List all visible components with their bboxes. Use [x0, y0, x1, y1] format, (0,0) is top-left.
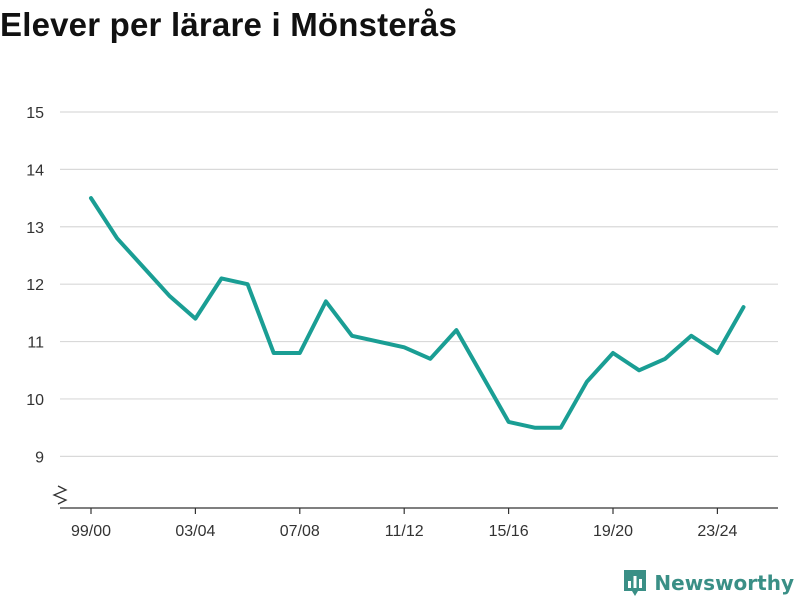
data-point — [559, 426, 563, 430]
data-point — [220, 276, 224, 280]
data-point — [715, 351, 719, 355]
data-point — [611, 351, 615, 355]
data-point — [298, 351, 302, 355]
y-tick-label: 9 — [35, 449, 44, 466]
newsworthy-logo-icon — [624, 570, 647, 596]
y-tick-label: 15 — [26, 105, 44, 122]
data-point — [689, 334, 693, 338]
x-tick-label: 23/24 — [697, 523, 737, 540]
series-line — [89, 196, 746, 430]
data-point — [637, 368, 641, 372]
data-point — [89, 196, 93, 200]
y-tick-label: 12 — [26, 277, 44, 294]
data-point — [533, 426, 537, 430]
data-point — [663, 357, 667, 361]
data-point — [481, 374, 485, 378]
data-point — [585, 380, 589, 384]
data-point — [742, 305, 746, 309]
grid-lines — [60, 111, 778, 457]
data-point — [350, 334, 354, 338]
axis-break-icon — [52, 485, 68, 505]
y-tick-label: 10 — [26, 392, 44, 409]
y-tick-label: 14 — [26, 162, 44, 179]
data-point — [272, 351, 276, 355]
data-point — [167, 294, 171, 298]
data-point — [141, 265, 145, 269]
x-tick-label: 11/12 — [385, 523, 424, 540]
x-tick-label: 19/20 — [593, 523, 633, 540]
x-axis-ticks: 99/00 03/04 07/08 11/12 15/16 19/20 23/24 — [71, 508, 738, 540]
data-point — [376, 340, 380, 344]
data-point — [402, 345, 406, 349]
chart-title: Elever per lärare i Mönsterås — [0, 6, 458, 43]
data-point — [115, 236, 119, 240]
data-point — [428, 357, 432, 361]
y-axis-ticks: 9 10 11 12 13 14 15 — [26, 105, 44, 466]
data-point — [246, 282, 250, 286]
x-tick-label: 03/04 — [175, 523, 215, 540]
y-tick-label: 11 — [27, 335, 44, 352]
brand-logo: Newsworthy — [622, 568, 794, 598]
data-point — [454, 328, 458, 332]
data-point — [324, 299, 328, 303]
brand-name: Newsworthy — [654, 571, 794, 595]
x-tick-label: 15/16 — [489, 523, 529, 540]
data-point — [507, 420, 511, 424]
x-tick-label: 99/00 — [71, 523, 111, 540]
x-tick-label: 07/08 — [280, 523, 320, 540]
y-tick-label: 13 — [26, 220, 44, 237]
data-point — [193, 317, 197, 321]
